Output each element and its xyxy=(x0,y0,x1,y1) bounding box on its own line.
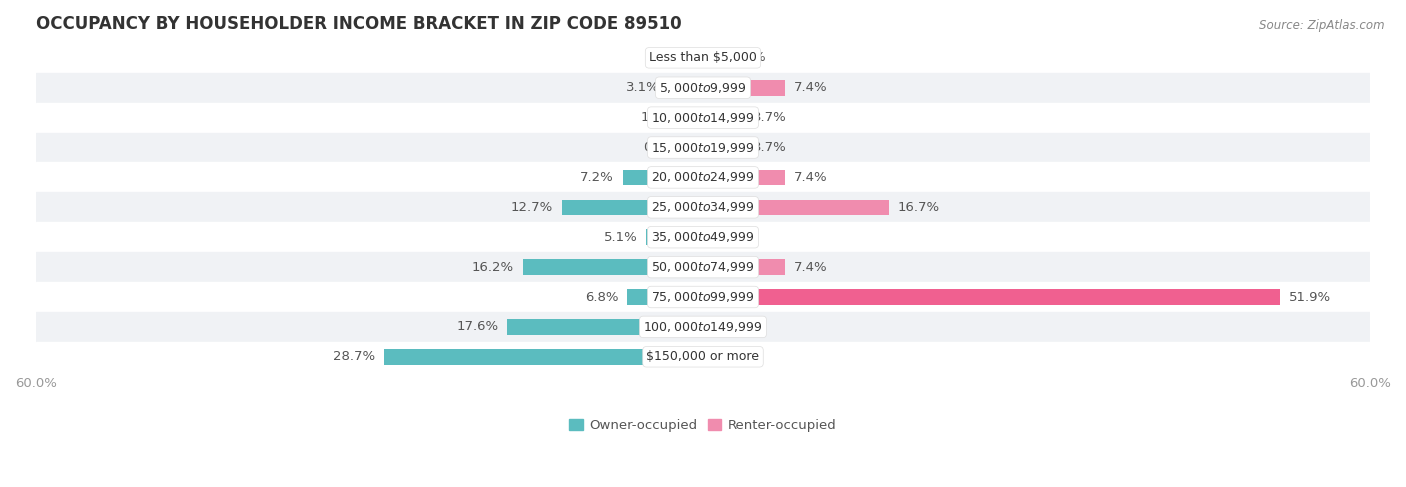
Text: 1.9%: 1.9% xyxy=(733,51,766,64)
Text: 16.7%: 16.7% xyxy=(897,201,939,214)
Legend: Owner-occupied, Renter-occupied: Owner-occupied, Renter-occupied xyxy=(564,414,842,437)
Text: 0.0%: 0.0% xyxy=(711,350,745,363)
Text: OCCUPANCY BY HOUSEHOLDER INCOME BRACKET IN ZIP CODE 89510: OCCUPANCY BY HOUSEHOLDER INCOME BRACKET … xyxy=(37,15,682,33)
Text: $5,000 to $9,999: $5,000 to $9,999 xyxy=(659,81,747,95)
Text: 17.6%: 17.6% xyxy=(457,320,499,334)
Text: 0.78%: 0.78% xyxy=(644,141,686,154)
Bar xyxy=(523,260,703,275)
Text: 51.9%: 51.9% xyxy=(1289,291,1331,303)
Bar xyxy=(37,163,1369,192)
Bar xyxy=(627,289,703,305)
Bar xyxy=(695,140,703,155)
Bar xyxy=(562,200,703,215)
Text: 7.4%: 7.4% xyxy=(794,81,828,94)
Text: Less than $5,000: Less than $5,000 xyxy=(650,51,756,64)
Text: $15,000 to $19,999: $15,000 to $19,999 xyxy=(651,141,755,154)
Bar xyxy=(37,312,1369,342)
Text: 3.7%: 3.7% xyxy=(754,111,787,124)
Text: $35,000 to $49,999: $35,000 to $49,999 xyxy=(651,230,755,244)
Bar xyxy=(668,80,703,95)
Text: 7.4%: 7.4% xyxy=(794,261,828,274)
Bar xyxy=(703,140,744,155)
Text: 12.7%: 12.7% xyxy=(510,201,553,214)
Bar xyxy=(703,80,786,95)
Text: $150,000 or more: $150,000 or more xyxy=(647,350,759,363)
Bar xyxy=(703,200,889,215)
Bar xyxy=(37,103,1369,132)
Text: $10,000 to $14,999: $10,000 to $14,999 xyxy=(651,111,755,125)
Bar xyxy=(37,73,1369,103)
Bar xyxy=(703,110,744,126)
Text: 0.0%: 0.0% xyxy=(711,320,745,334)
Bar xyxy=(37,252,1369,282)
Text: 28.7%: 28.7% xyxy=(333,350,375,363)
Text: $50,000 to $74,999: $50,000 to $74,999 xyxy=(651,260,755,274)
Text: 7.4%: 7.4% xyxy=(794,171,828,184)
Text: $20,000 to $24,999: $20,000 to $24,999 xyxy=(651,170,755,185)
Bar xyxy=(703,50,724,66)
Text: 7.2%: 7.2% xyxy=(581,171,614,184)
Bar xyxy=(683,110,703,126)
Text: 6.8%: 6.8% xyxy=(585,291,619,303)
Text: 0.0%: 0.0% xyxy=(661,51,695,64)
Bar xyxy=(37,282,1369,312)
Text: 0.0%: 0.0% xyxy=(711,231,745,244)
Bar xyxy=(37,222,1369,252)
Bar xyxy=(508,319,703,335)
Bar xyxy=(384,349,703,365)
Text: 1.8%: 1.8% xyxy=(641,111,673,124)
Bar xyxy=(37,192,1369,222)
Bar xyxy=(37,342,1369,372)
Text: $100,000 to $149,999: $100,000 to $149,999 xyxy=(644,320,762,334)
Bar xyxy=(703,260,786,275)
Bar xyxy=(703,169,786,185)
Bar xyxy=(37,132,1369,163)
Text: Source: ZipAtlas.com: Source: ZipAtlas.com xyxy=(1260,19,1385,33)
Bar xyxy=(647,229,703,245)
Bar xyxy=(623,169,703,185)
Text: $75,000 to $99,999: $75,000 to $99,999 xyxy=(651,290,755,304)
Bar xyxy=(37,43,1369,73)
Text: 3.7%: 3.7% xyxy=(754,141,787,154)
Bar xyxy=(703,289,1279,305)
Text: 5.1%: 5.1% xyxy=(603,231,637,244)
Text: $25,000 to $34,999: $25,000 to $34,999 xyxy=(651,200,755,214)
Text: 3.1%: 3.1% xyxy=(626,81,659,94)
Text: 16.2%: 16.2% xyxy=(472,261,515,274)
